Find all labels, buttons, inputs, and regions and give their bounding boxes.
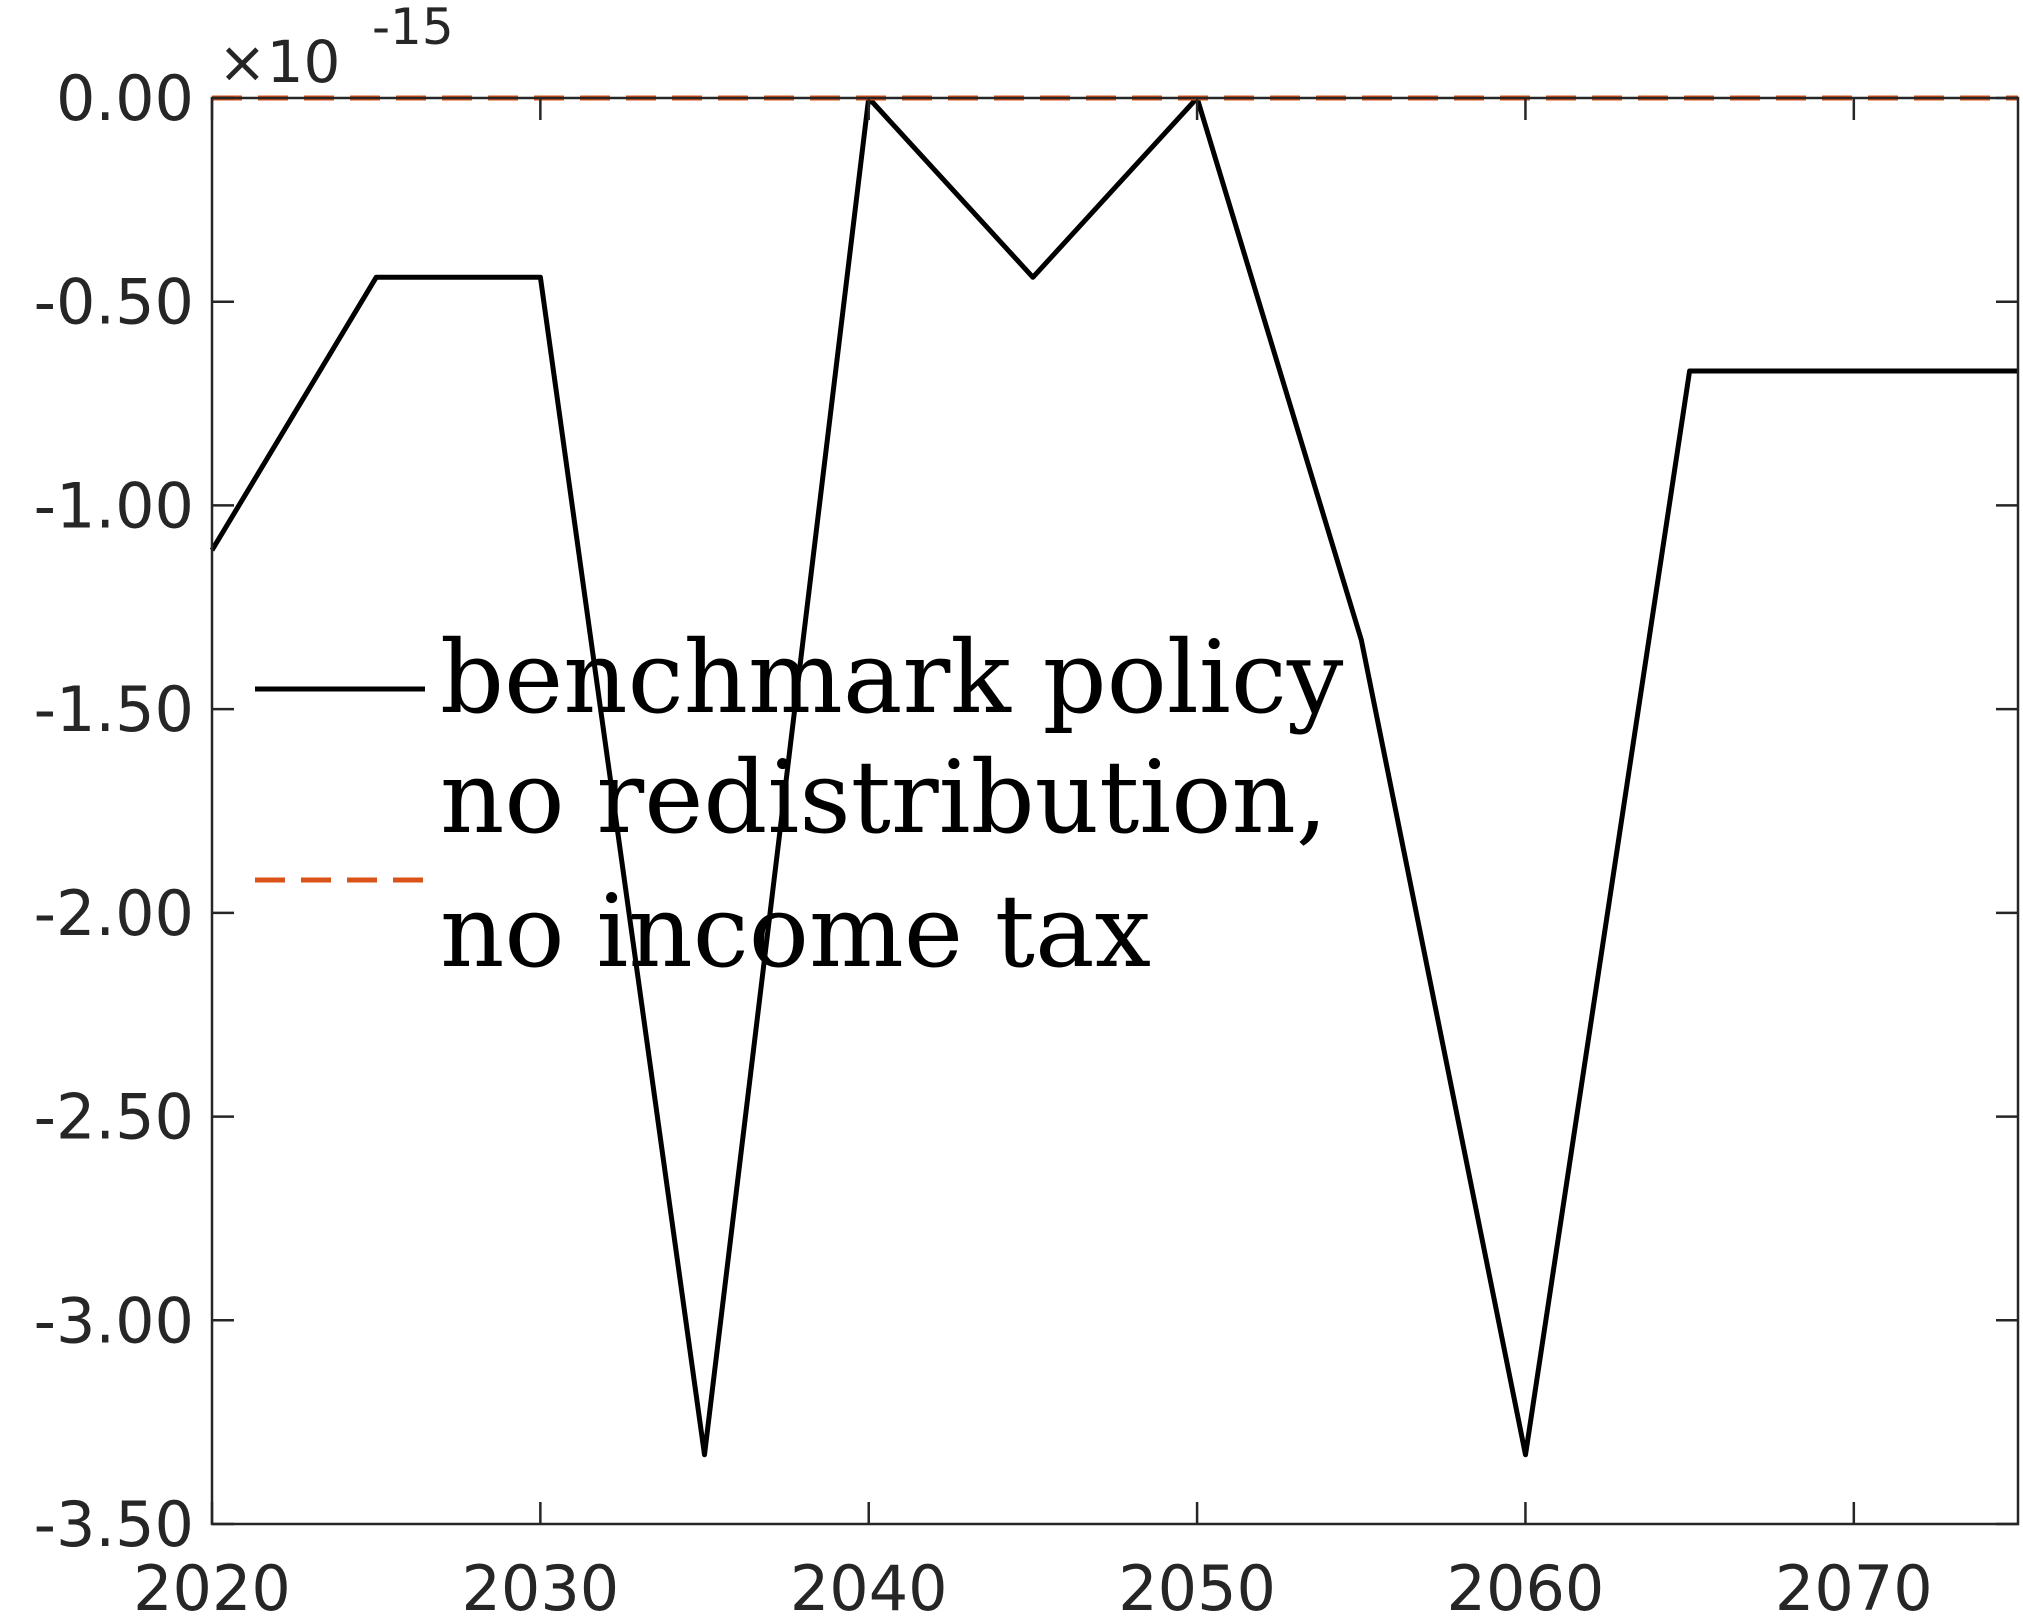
x-tick-label: 2050	[1118, 1552, 1276, 1622]
legend-label-benchmark: benchmark policy	[440, 619, 1344, 736]
y-tick-label: -0.50	[34, 266, 194, 339]
legend-label-no-redistribution-line2: no income tax	[440, 873, 1151, 990]
axes-box	[210, 96, 2020, 1526]
x-tick-label: 2070	[1775, 1552, 1933, 1622]
x-tick-label: 2040	[790, 1552, 948, 1622]
y-tick-label: -3.00	[34, 1284, 194, 1357]
legend: benchmark policy no redistribution, no i…	[255, 619, 1344, 990]
y-tick-label: -1.00	[34, 469, 194, 542]
y-exponent-label: ×10 -15	[218, 0, 454, 96]
legend-label-no-redistribution-line1: no redistribution,	[440, 739, 1328, 856]
y-tick-label: 0.00	[56, 62, 194, 135]
x-tick-label: 2030	[461, 1552, 619, 1622]
y-exponent-power: -15	[372, 0, 454, 56]
axes: 2020 2030 2040 2050 2060 2070 0.00 -0.50 -1.00 -1…	[34, 62, 2020, 1622]
series-line-0	[209, 95, 2018, 1458]
y-tick-label: -1.50	[34, 673, 194, 746]
y-tick-label: -3.50	[34, 1488, 194, 1561]
x-tick-label: 2060	[1447, 1552, 1605, 1622]
y-exponent-base: ×10	[218, 28, 340, 96]
y-tick-label: -2.00	[34, 877, 194, 950]
y-tick-label: -2.50	[34, 1081, 194, 1154]
plot-area	[209, 95, 2018, 1458]
x-tick-label: 2020	[133, 1552, 291, 1622]
